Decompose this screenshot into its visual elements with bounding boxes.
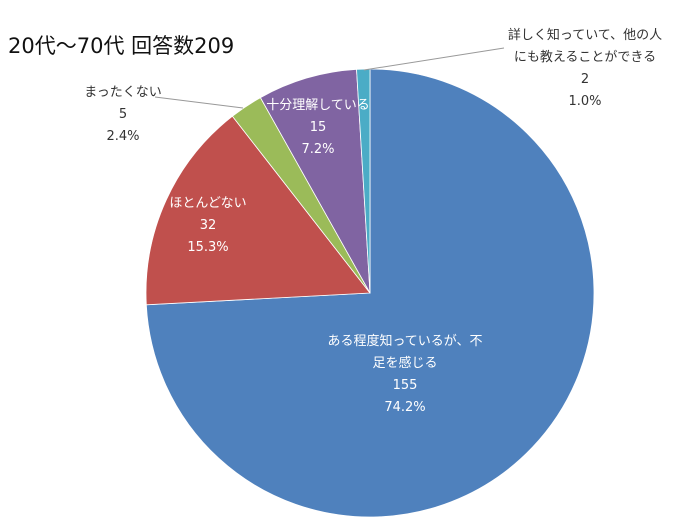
data-label-category: ほとんどない xyxy=(169,196,246,211)
slice-full-understanding xyxy=(259,68,371,294)
leader-line xyxy=(363,47,505,71)
slice-little xyxy=(145,115,371,306)
chart-title: 20代～70代 回答数209 xyxy=(8,34,235,58)
data-label-percent: 74.2% xyxy=(384,400,425,415)
data-label-percent: 1.0% xyxy=(568,94,601,109)
data-label-count: 5 xyxy=(119,107,127,122)
data-label-percent: 15.3% xyxy=(187,240,228,255)
data-label-category: ある程度知っているが、不 xyxy=(327,333,482,349)
data-label-category: 足を感じる xyxy=(372,355,437,371)
data-label-category: にも教えることができる xyxy=(514,49,656,65)
data-label-category: 詳しく知っていて、他の人 xyxy=(508,27,662,43)
data-label-category: 十分理解している xyxy=(266,98,370,113)
data-label-count: 32 xyxy=(200,218,217,233)
data-label-count: 2 xyxy=(581,72,589,87)
data-label-count: 155 xyxy=(393,378,418,393)
leader-line xyxy=(154,96,244,109)
data-label-percent: 7.2% xyxy=(301,142,334,157)
data-label-count: 15 xyxy=(310,120,327,135)
data-label-percent: 2.4% xyxy=(106,129,139,144)
data-label-category: まったくない xyxy=(84,85,161,100)
